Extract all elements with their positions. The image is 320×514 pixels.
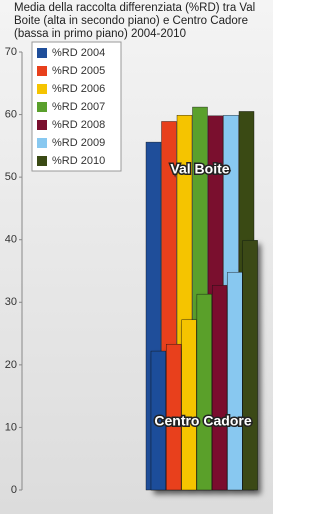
y-tick-label: 50 <box>5 171 17 183</box>
legend-swatch <box>37 48 47 58</box>
y-tick-label: 30 <box>5 296 17 308</box>
legend-label: %RD 2004 <box>52 47 105 59</box>
legend-label: %RD 2005 <box>52 65 105 77</box>
legend: %RD 2004 %RD 2005 %RD 2006 %RD 2007 %RD 2008… <box>31 41 122 172</box>
bar <box>196 293 212 491</box>
group-label: Val Boite <box>170 161 229 177</box>
legend-swatch <box>37 138 47 148</box>
bar <box>211 285 228 491</box>
y-tick-label: 0 <box>11 484 17 496</box>
y-tick-label: 20 <box>5 359 17 371</box>
bar-group <box>150 240 258 491</box>
legend-label: %RD 2007 <box>52 101 105 113</box>
legend-label: %RD 2010 <box>52 155 105 167</box>
chart-title: Media della raccolta differenziata (%RD)… <box>14 2 256 40</box>
bar <box>242 240 258 491</box>
legend-swatch <box>37 120 47 130</box>
bar <box>181 319 197 491</box>
y-tick-label: 70 <box>5 46 17 58</box>
chart: 0 10 20 30 40 50 60 70 Val Boite Centro Cadore %RD… <box>5 41 258 496</box>
legend-label: %RD 2009 <box>52 137 105 149</box>
legend-swatch <box>37 102 47 112</box>
page: 0 10 20 30 40 50 60 70 Val Boite Centro Cadore %RD… <box>0 0 273 514</box>
legend-swatch <box>37 84 47 94</box>
legend-swatch <box>37 156 47 166</box>
legend-swatch <box>37 66 47 76</box>
group-label: Centro Cadore <box>154 413 251 429</box>
bar <box>166 344 182 491</box>
bar <box>227 272 243 491</box>
y-tick-label: 40 <box>5 234 17 246</box>
legend-label: %RD 2006 <box>52 83 105 95</box>
y-tick-label: 60 <box>5 108 17 120</box>
y-tick-label: 10 <box>5 421 17 433</box>
legend-label: %RD 2008 <box>52 119 105 131</box>
bar <box>150 350 167 491</box>
